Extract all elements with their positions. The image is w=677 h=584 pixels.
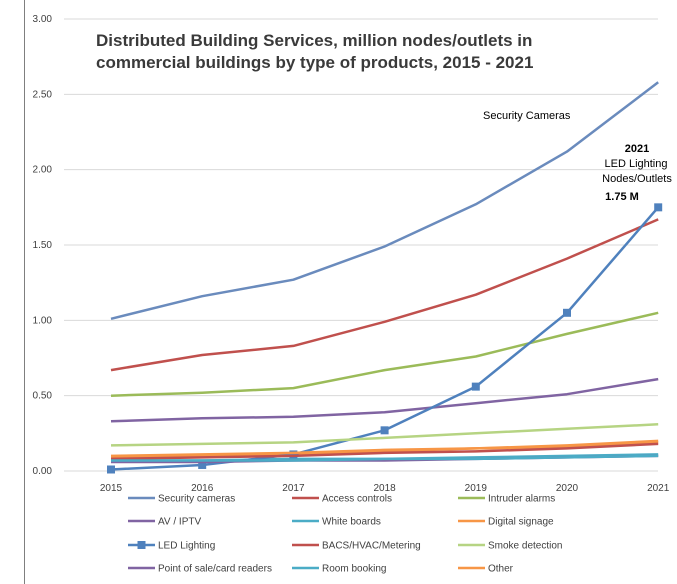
legend-label-white-boards: White boards: [322, 517, 381, 528]
y-tick-label: 2.50: [33, 89, 53, 100]
x-tick-label: 2017: [282, 483, 305, 494]
y-tick-label: 0.00: [33, 466, 53, 477]
legend-label-room-booking: Room booking: [322, 564, 386, 575]
series-line-intruder-alarms: [110, 311, 659, 397]
series-line-room-booking: [111, 454, 659, 462]
led-annotation-line1: LED Lighting: [605, 158, 668, 170]
data-point-led-lighting: [380, 426, 389, 435]
x-tick-label: 2020: [556, 483, 579, 494]
data-point-led-lighting: [198, 460, 207, 469]
security-cameras-annotation: Security Cameras: [483, 110, 571, 122]
grid-lines: [64, 18, 658, 472]
legend-label-intruder-alarms: Intruder alarms: [488, 494, 555, 505]
legend-label-smoke-detection: Smoke detection: [488, 541, 563, 552]
chart-frame-border: [24, 0, 25, 584]
y-tick-label: 3.00: [33, 14, 53, 25]
x-tick-label: 2021: [647, 483, 670, 494]
y-tick-label: 0.50: [33, 391, 53, 402]
plot-area: [107, 81, 663, 474]
legend-label-other: Other: [488, 564, 514, 575]
series-line-security-cameras: [110, 81, 659, 321]
series-line-digital-signage: [110, 441, 659, 459]
x-tick-label: 2018: [373, 483, 396, 494]
y-tick-label: 2.00: [33, 165, 53, 176]
legend-label-point-of-sale-card-readers: Point of sale/card readers: [158, 564, 272, 575]
legend-label-digital-signage: Digital signage: [488, 517, 554, 528]
data-point-led-lighting: [654, 203, 663, 212]
legend-marker-led-lighting: [137, 541, 146, 549]
data-point-led-lighting: [107, 465, 115, 474]
legend-label-bacs-hvac-metering: BACS/HVAC/Metering: [322, 541, 421, 552]
led-annotation-year: 2021: [625, 143, 649, 155]
chart-title-line-2: commercial buildings by type of products…: [96, 53, 533, 72]
legend-label-led-lighting: LED Lighting: [158, 541, 215, 552]
data-point-led-lighting: [471, 382, 480, 391]
x-tick-label: 2019: [465, 483, 488, 494]
series-line-smoke-detection: [110, 423, 659, 447]
y-tick-label: 1.00: [33, 315, 53, 326]
series-line-access-controls: [110, 218, 659, 372]
y-axis: 0.00 0.50 1.00 1.50 2.00 2.50 3.00: [33, 14, 53, 477]
series-line-av-iptv: [110, 377, 659, 423]
x-tick-label: 2016: [191, 483, 214, 494]
legend-label-access-controls: Access controls: [322, 494, 392, 505]
data-point-led-lighting: [289, 450, 298, 459]
legend: Security cameras Access controls Intruder …: [128, 494, 563, 575]
chart-title-line-1: Distributed Building Services, million n…: [96, 31, 532, 50]
series-line-other: [110, 439, 659, 458]
x-tick-label: 2015: [100, 483, 123, 494]
led-annotation-value: 1.75 M: [605, 191, 639, 203]
series-line-bacs-hvac-metering: [110, 442, 659, 461]
legend-label-security-cameras: Security cameras: [158, 494, 235, 505]
x-axis: 2015 2016 2017 2018 2019 2020 2021: [100, 483, 670, 494]
data-point-led-lighting: [563, 308, 571, 317]
legend-label-av-iptv: AV / IPTV: [158, 517, 201, 528]
led-annotation-line2: Nodes/Outlets: [602, 173, 672, 185]
y-tick-label: 1.50: [33, 240, 53, 251]
